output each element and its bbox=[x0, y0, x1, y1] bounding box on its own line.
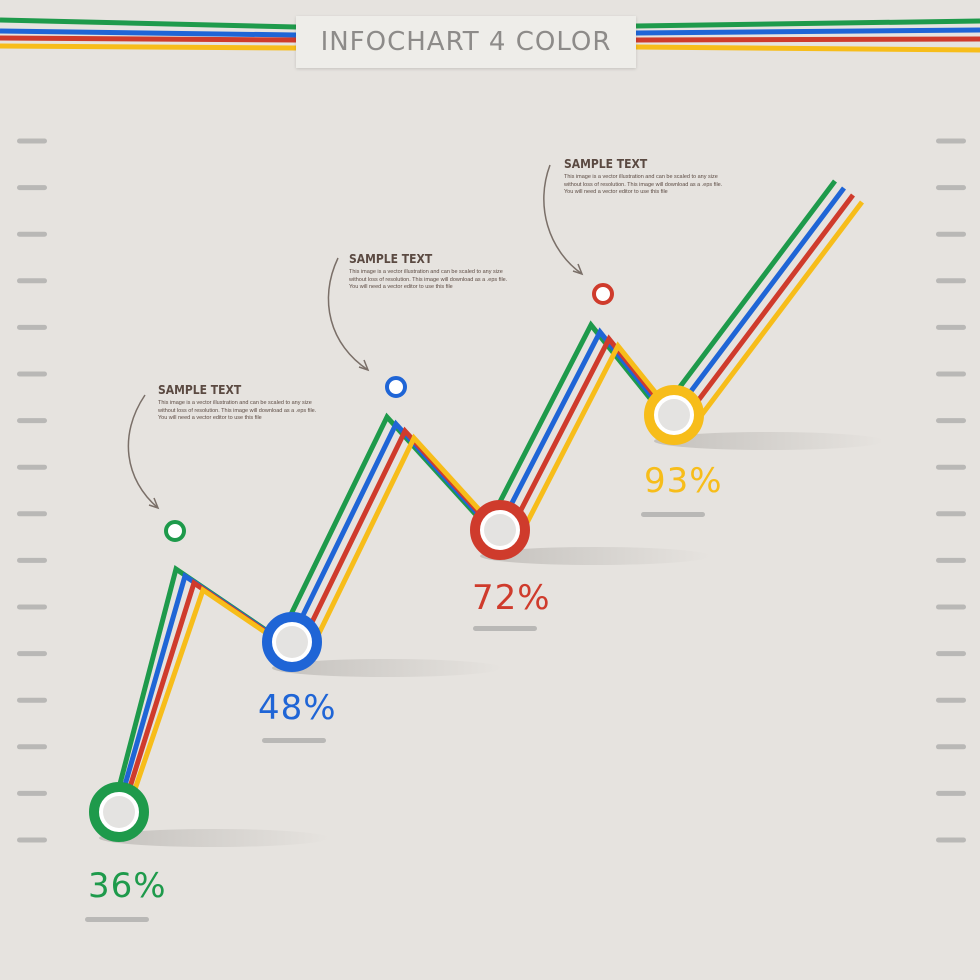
side-tick-right bbox=[936, 557, 966, 563]
note-arrow bbox=[127, 394, 159, 509]
header-stripe-blue bbox=[0, 28, 297, 38]
node-shadow bbox=[654, 432, 884, 450]
note-1: SAMPLE TEXT This image is a vector illus… bbox=[158, 383, 318, 423]
side-tick-left bbox=[17, 790, 47, 796]
title-banner: INFOCHART 4 COLOR bbox=[296, 16, 636, 68]
data-node-inner bbox=[658, 399, 690, 431]
side-tick-right bbox=[936, 418, 966, 424]
header-stripe-blue bbox=[635, 27, 980, 36]
side-tick-left bbox=[17, 651, 47, 657]
arrow-head bbox=[358, 359, 370, 372]
side-tick-left bbox=[17, 744, 47, 750]
note-body: This image is a vector illustration and … bbox=[564, 174, 723, 196]
peak-marker-green bbox=[164, 520, 186, 542]
side-tick-right bbox=[936, 651, 966, 657]
side-tick-right bbox=[936, 744, 966, 750]
arrow-head bbox=[148, 497, 160, 510]
note-arrow bbox=[327, 257, 369, 371]
note-2: SAMPLE TEXT This image is a vector illus… bbox=[349, 252, 509, 292]
side-tick-left bbox=[17, 138, 47, 144]
side-tick-right bbox=[936, 604, 966, 610]
note-body: This image is a vector illustration and … bbox=[349, 269, 508, 291]
point-label-3: 72% bbox=[472, 578, 551, 618]
point-label-1: 36% bbox=[88, 866, 167, 906]
note-heading: SAMPLE TEXT bbox=[349, 252, 433, 266]
side-tick-left bbox=[17, 511, 47, 517]
data-nodes bbox=[89, 283, 704, 842]
side-tick-right bbox=[936, 371, 966, 377]
side-tick-left bbox=[17, 837, 47, 843]
peak-marker-red bbox=[592, 283, 614, 305]
side-tick-right bbox=[936, 278, 966, 284]
side-tick-left bbox=[17, 418, 47, 424]
side-tick-right bbox=[936, 464, 966, 470]
header-stripe-yellow bbox=[635, 44, 980, 53]
side-tick-right bbox=[936, 837, 966, 843]
data-node-inner bbox=[276, 626, 308, 658]
side-tick-left bbox=[17, 324, 47, 330]
side-tick-left bbox=[17, 371, 47, 377]
side-tick-right bbox=[936, 511, 966, 517]
side-tick-right bbox=[936, 231, 966, 237]
note-body: This image is a vector illustration and … bbox=[158, 400, 317, 422]
side-tick-left bbox=[17, 604, 47, 610]
header-stripe-green bbox=[0, 17, 297, 30]
arrow-head bbox=[572, 263, 584, 276]
point-label-2: 48% bbox=[258, 688, 337, 728]
side-tick-right bbox=[936, 138, 966, 144]
peak-marker-blue bbox=[385, 376, 407, 398]
side-tick-left bbox=[17, 557, 47, 563]
chart-title: INFOCHART 4 COLOR bbox=[320, 27, 612, 57]
side-tick-right bbox=[936, 324, 966, 330]
header-stripe-red bbox=[0, 35, 297, 43]
side-tick-left bbox=[17, 464, 47, 470]
side-tick-left bbox=[17, 185, 47, 191]
note-3: SAMPLE TEXT This image is a vector illus… bbox=[564, 157, 724, 197]
node-shadow bbox=[480, 547, 710, 565]
note-heading: SAMPLE TEXT bbox=[564, 157, 648, 171]
side-tick-right bbox=[936, 790, 966, 796]
side-ticks bbox=[17, 138, 966, 843]
data-node-inner bbox=[103, 796, 135, 828]
label-underline bbox=[641, 512, 705, 517]
data-node-inner bbox=[484, 514, 516, 546]
side-tick-left bbox=[17, 697, 47, 703]
node-shadows bbox=[99, 432, 884, 847]
side-tick-left bbox=[17, 231, 47, 237]
header-stripe-green bbox=[635, 18, 980, 29]
label-underline bbox=[262, 738, 326, 743]
side-tick-right bbox=[936, 697, 966, 703]
label-underline bbox=[473, 626, 537, 631]
header-stripes bbox=[0, 17, 980, 53]
node-shadow bbox=[272, 659, 502, 677]
header-stripe-yellow bbox=[0, 43, 297, 51]
note-heading: SAMPLE TEXT bbox=[158, 383, 242, 397]
note-arrow bbox=[543, 164, 583, 275]
note-arrows bbox=[127, 164, 584, 510]
label-underline bbox=[85, 917, 149, 922]
node-shadow bbox=[99, 829, 329, 847]
side-tick-left bbox=[17, 278, 47, 284]
header-stripe-red bbox=[635, 36, 980, 43]
side-tick-right bbox=[936, 185, 966, 191]
point-label-4: 93% bbox=[644, 461, 723, 501]
